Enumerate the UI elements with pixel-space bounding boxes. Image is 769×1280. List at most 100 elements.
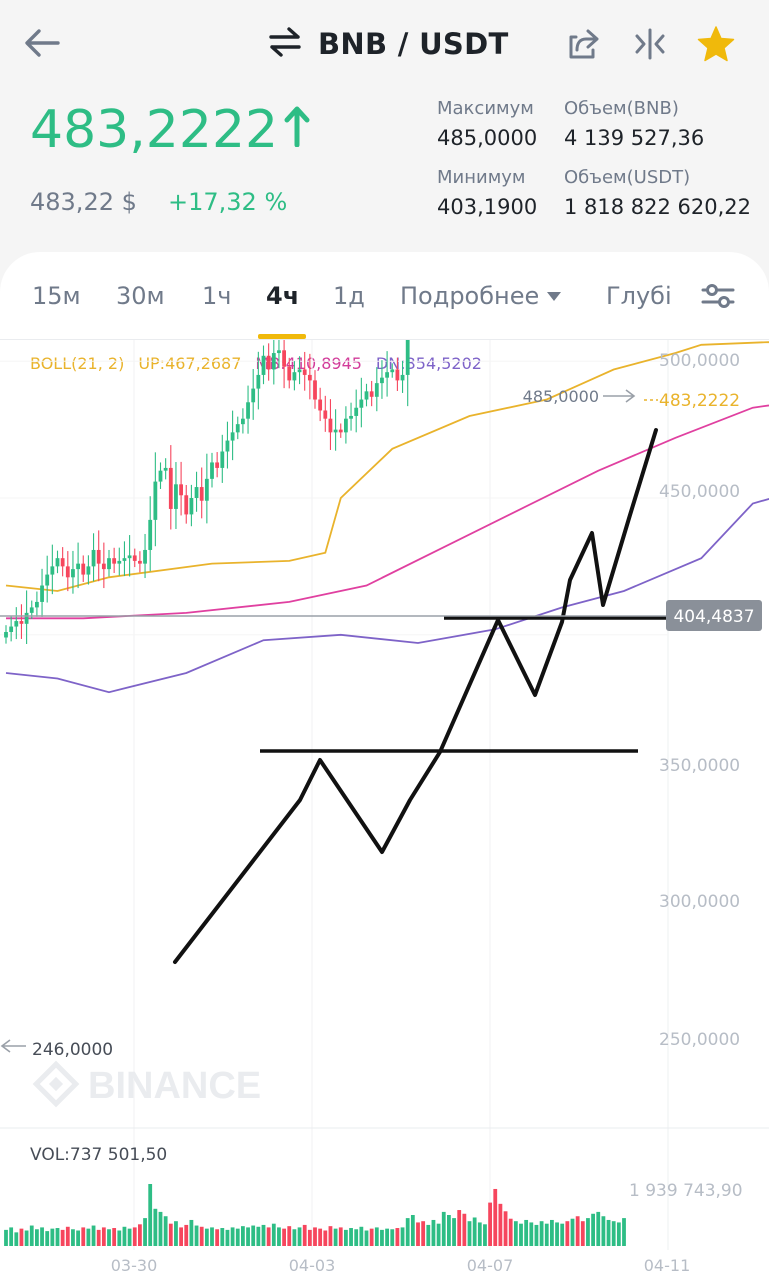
- volume-bar: [14, 1232, 19, 1246]
- favorite-star-icon[interactable]: [696, 24, 736, 64]
- volume-bar: [483, 1224, 487, 1246]
- settings-sliders-icon[interactable]: [698, 276, 738, 316]
- volume-bar: [19, 1228, 24, 1246]
- candle-body: [55, 558, 60, 567]
- volume-bar: [287, 1226, 292, 1246]
- boll-name: BOLL(21, 2): [30, 354, 125, 373]
- volume-bar: [220, 1228, 225, 1246]
- volume-bar: [374, 1227, 379, 1246]
- candle-body: [199, 487, 204, 501]
- tab-1d[interactable]: 1д: [333, 282, 365, 310]
- candle-body: [333, 429, 338, 433]
- volume-bar: [416, 1222, 420, 1246]
- candle-body: [122, 558, 127, 561]
- back-arrow-icon[interactable]: [22, 26, 62, 60]
- volume-bar: [503, 1211, 508, 1246]
- volume-bar: [477, 1222, 482, 1246]
- boll-mb: MB:410,8945: [255, 354, 362, 373]
- candle-body: [132, 555, 137, 561]
- x-label-0407: 04-07: [467, 1256, 514, 1275]
- candle-body: [19, 621, 24, 624]
- x-label-0330: 03-30: [111, 1256, 158, 1275]
- volume-bar: [4, 1229, 8, 1246]
- candle-body: [81, 563, 86, 575]
- compare-icon[interactable]: [630, 24, 670, 64]
- volume-bar: [40, 1227, 44, 1246]
- tab-depth[interactable]: Глубі: [606, 282, 670, 310]
- candle-body: [35, 601, 39, 608]
- volume-bar: [256, 1226, 261, 1246]
- volume-bar: [338, 1227, 343, 1246]
- volume-bar: [158, 1211, 163, 1246]
- volume-bar: [524, 1219, 529, 1246]
- share-icon[interactable]: [564, 24, 604, 64]
- volume-bar: [513, 1221, 518, 1246]
- volume-bar: [354, 1229, 359, 1246]
- tab-1h[interactable]: 1ч: [202, 282, 232, 310]
- candle-body: [359, 399, 364, 408]
- volume-bar: [24, 1230, 29, 1246]
- pair-selector[interactable]: BNB / USDT: [268, 24, 509, 64]
- candle-body: [225, 440, 230, 452]
- candle-body: [220, 451, 225, 468]
- caret-down-icon: [547, 291, 562, 301]
- volume-bar: [622, 1218, 626, 1246]
- last-price-tag: 483,2222: [659, 391, 740, 411]
- volume-bar: [493, 1188, 498, 1246]
- volume-bar: [71, 1229, 75, 1246]
- volume-bar: [447, 1215, 451, 1246]
- volume-bar: [529, 1222, 534, 1246]
- high-marker: 485,0000: [523, 387, 599, 406]
- y-label-450: 450,0000: [659, 482, 740, 502]
- volume-bar: [369, 1228, 374, 1246]
- volume-bar: [323, 1230, 328, 1246]
- crosshair-price-tag: [666, 600, 762, 631]
- candle-body: [138, 560, 142, 564]
- volume-bar: [441, 1211, 446, 1246]
- volume-bar: [35, 1229, 39, 1246]
- candle-body: [405, 340, 410, 375]
- tab-15m[interactable]: 15м: [32, 282, 81, 310]
- candle-body: [344, 418, 348, 433]
- candle-body: [364, 391, 369, 400]
- chart-watermark: BINANCE: [32, 1060, 261, 1108]
- volume-base-label: Объем(BNB): [564, 98, 679, 119]
- volume-bar: [436, 1223, 441, 1246]
- candle-body: [117, 560, 122, 564]
- candle-body: [189, 498, 194, 515]
- volume-quote-value: 1 818 822 620,22: [564, 195, 752, 219]
- volume-bar: [112, 1228, 117, 1246]
- chart-grid: [0, 340, 769, 1250]
- volume-bar: [302, 1224, 307, 1246]
- volume-bar: [508, 1218, 513, 1246]
- candlestick-chart[interactable]: BINANCE 404,4837 485,0000 483,2222 246,0…: [0, 340, 769, 1280]
- candle-body: [210, 462, 214, 479]
- candle-body: [127, 555, 132, 559]
- volume-bar: [230, 1227, 235, 1246]
- volume-bar: [65, 1226, 70, 1246]
- bollinger-bands: [5, 341, 769, 694]
- more-timeframes-dropdown[interactable]: Подробнее: [400, 282, 562, 310]
- boll-dn-line: [5, 497, 769, 694]
- candle-body: [395, 369, 400, 381]
- volume-bar: [591, 1213, 595, 1246]
- volume-bar: [405, 1218, 410, 1246]
- volume-bar: [96, 1229, 101, 1246]
- candles: [4, 340, 410, 644]
- candle-body: [71, 569, 75, 578]
- volume-bar: [194, 1225, 199, 1246]
- volume-bar: [307, 1229, 312, 1246]
- volume-bar: [122, 1226, 127, 1246]
- ticker-header: [0, 0, 769, 300]
- volume-bar: [616, 1222, 621, 1246]
- candle-body: [374, 383, 379, 397]
- candle-body: [158, 470, 163, 482]
- candle-body: [101, 563, 106, 570]
- boll-up-line: [5, 341, 769, 592]
- volume-bar: [395, 1228, 400, 1246]
- volume-bar: [472, 1217, 477, 1246]
- low-marker-arrow-icon: [0, 1039, 26, 1053]
- tab-4h[interactable]: 4ч: [266, 282, 300, 310]
- candle-body: [307, 374, 312, 381]
- tab-30m[interactable]: 30м: [116, 282, 165, 310]
